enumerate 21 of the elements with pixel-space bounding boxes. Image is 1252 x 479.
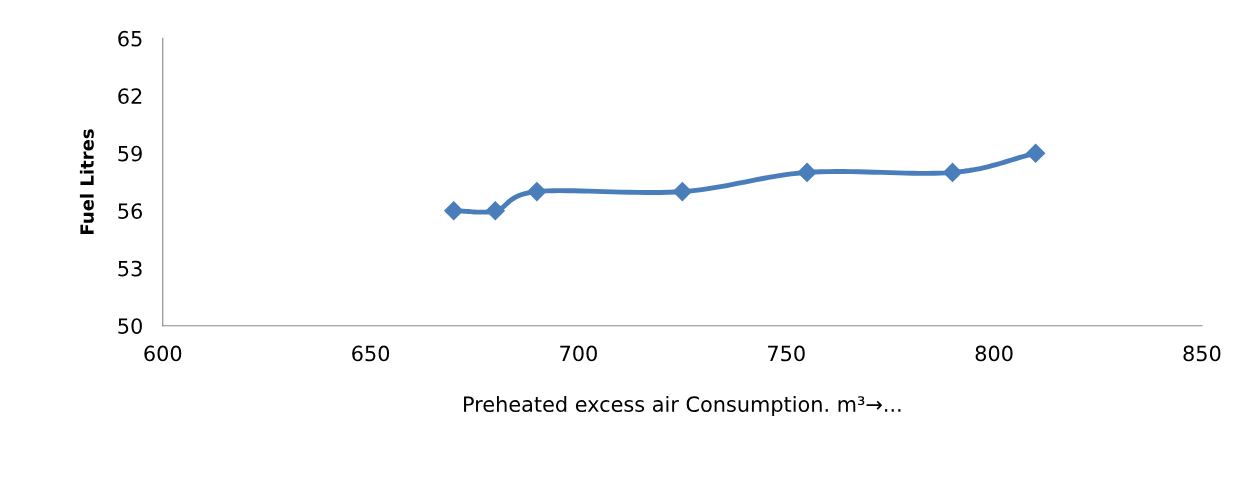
y-tick-label: 65	[118, 30, 142, 47]
point	[942, 162, 963, 182]
point	[672, 182, 692, 202]
point	[797, 162, 817, 182]
x-tick-label: 600	[144, 345, 182, 362]
point	[444, 201, 464, 221]
x-axis-title: Preheated excess air Consumption. m³→...	[464, 395, 901, 417]
x-tick-label: 850	[1183, 345, 1221, 362]
point	[485, 201, 505, 221]
y-tick-label: 53	[118, 260, 142, 277]
point	[527, 182, 547, 202]
point	[1026, 143, 1046, 163]
y-tick-label: 56	[118, 203, 142, 219]
x-tick-label: 700	[560, 345, 597, 362]
x-tick-label: 800	[975, 345, 1013, 362]
y-tick-label: 62	[118, 88, 142, 105]
x-tick-label: 650	[352, 345, 390, 362]
y-tick-label: 50	[118, 318, 142, 334]
y-axis-title: Fuel Litres	[79, 129, 94, 234]
y-tick-label: 59	[118, 145, 142, 162]
x-tick-label: 750	[768, 345, 805, 362]
